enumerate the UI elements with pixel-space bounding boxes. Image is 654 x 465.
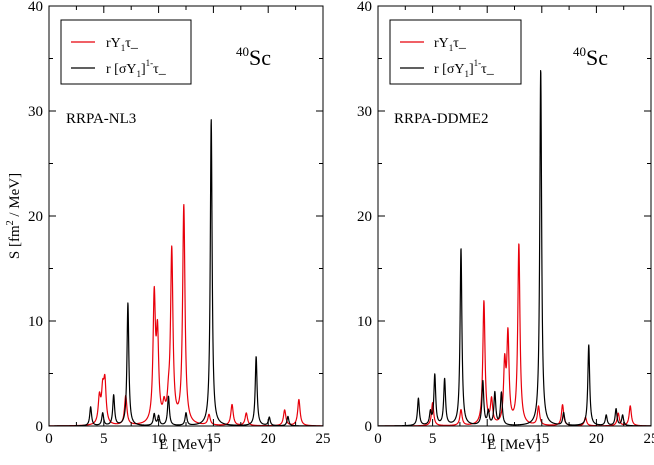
left-legend-box [60,19,192,85]
left-series-black-line [49,119,323,426]
right-y-tick-label: 0 [365,419,373,435]
left-legend-label-black: r [σY1]1-τ_ [106,58,167,79]
left-y-tick-label: 20 [28,209,43,225]
right-x-axis-label: E [MeV] [487,437,541,453]
left-panel: 0 5 10 15 20 25 0 10 20 30 40 rY1τ_ r [σY1]1-τ_ 40… [5,0,331,453]
left-ticks: 0 5 10 15 20 25 0 10 20 30 40 [28,0,331,447]
right-x-tick-label: 10 [480,431,495,447]
right-model-label: RRPA-DDME2 [394,111,488,127]
left-model-label: RRPA-NL3 [66,111,136,127]
left-x-tick-label: 0 [45,431,53,447]
right-y-tick-label: 40 [357,0,372,15]
y-axis-label: S [fm2 / MeV] [5,173,23,259]
right-panel: 0 5 10 15 20 25 0 10 20 30 40 rY1τ_ r [σY1]1-τ_ 40… [357,0,654,453]
left-y-tick-label: 30 [28,104,43,120]
right-nucleus-label: 40Sc [573,44,608,70]
right-x-tick-label: 5 [429,431,437,447]
left-x-tick-label: 20 [261,431,276,447]
left-x-tick-label: 25 [316,431,331,447]
left-x-tick-label: 10 [151,431,166,447]
left-nucleus-label: 40Sc [236,44,271,70]
left-series-layer [49,119,323,426]
left-legend-label-red: rY1τ_ [106,36,139,53]
right-legend-box [389,19,522,85]
right-legend-label-black: r [σY1]1-τ_ [434,58,495,79]
left-x-tick-label: 5 [100,431,108,447]
right-y-tick-label: 10 [357,314,372,330]
left-y-tick-label: 0 [36,419,44,435]
right-x-tick-label: 25 [644,431,654,447]
left-x-axis-label: E [MeV] [159,437,213,453]
right-legend-label-red: rY1τ_ [434,36,467,53]
right-x-tick-label: 15 [534,431,549,447]
right-x-tick-label: 20 [589,431,604,447]
right-x-tick-label: 0 [374,431,382,447]
right-ticks: 0 5 10 15 20 25 0 10 20 30 40 [357,0,654,447]
left-x-tick-label: 15 [206,431,221,447]
left-y-tick-label: 10 [28,314,43,330]
right-y-tick-label: 20 [357,209,372,225]
right-y-tick-label: 30 [357,104,372,120]
left-y-tick-label: 40 [28,0,43,15]
